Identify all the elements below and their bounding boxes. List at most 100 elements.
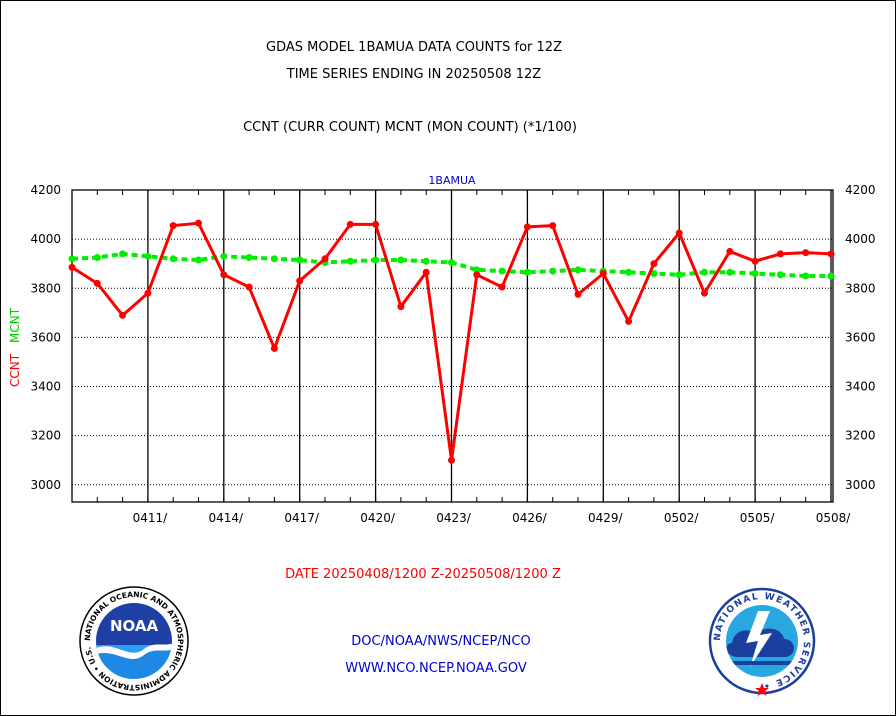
mcnt-point xyxy=(296,256,304,264)
ccnt-point xyxy=(397,303,405,311)
ccnt-point xyxy=(599,270,607,278)
ccnt-point xyxy=(245,283,253,291)
ccnt-point xyxy=(726,247,734,255)
ccnt-point xyxy=(195,219,202,227)
y-tick-label-right: 4000 xyxy=(845,232,876,246)
ccnt-point xyxy=(549,222,557,230)
mcnt-point xyxy=(397,256,405,264)
mcnt-point xyxy=(498,267,506,275)
mcnt-point xyxy=(346,257,354,265)
mcnt-point xyxy=(549,267,557,275)
x-tick-label: 0423/ xyxy=(436,511,472,525)
ccnt-point xyxy=(473,271,481,279)
ccnt-point xyxy=(422,268,430,276)
ccnt-point xyxy=(650,260,658,268)
mcnt-point xyxy=(144,252,152,260)
panel-label: 1BAMUA xyxy=(428,174,476,187)
mcnt-point xyxy=(625,268,633,276)
ccnt-point xyxy=(321,255,329,263)
mcnt-point xyxy=(726,268,734,276)
y-tick-label-right: 3800 xyxy=(845,281,876,295)
y-tick-label-left: 3800 xyxy=(30,281,61,295)
mcnt-point xyxy=(195,256,202,264)
y-tick-label-left: 4000 xyxy=(30,232,61,246)
ccnt-point xyxy=(270,344,278,352)
chart-subtitle: CCNT (CURR COUNT) MCNT (MON COUNT) (*1/1… xyxy=(243,120,577,135)
mcnt-point xyxy=(701,268,708,276)
nws-logo: NATIONAL WEATHER SERVICE • xyxy=(708,587,816,696)
ccnt-point xyxy=(701,289,708,297)
ccnt-point xyxy=(93,279,101,287)
y-tick-label-right: 3400 xyxy=(845,380,876,394)
mcnt-point xyxy=(169,255,177,263)
mcnt-point xyxy=(523,268,531,276)
y-tick-label-left: 3200 xyxy=(30,429,61,443)
ccnt-point xyxy=(220,271,228,279)
y-tick-label-right: 4200 xyxy=(845,183,876,197)
mcnt-point xyxy=(93,254,101,262)
ccnt-point xyxy=(119,311,127,319)
org-line[interactable]: DOC/NOAA/NWS/NCEP/NCO xyxy=(351,634,530,649)
mcnt-point xyxy=(802,272,810,280)
x-tick-label: 0426/ xyxy=(512,511,548,525)
y-tick-label-left: 4200 xyxy=(30,183,61,197)
mcnt-point xyxy=(776,271,784,279)
plot-axes: 3000 3000 3200 3200 3400 3400 3600 3600 3800 3800… xyxy=(30,183,875,525)
y-tick-label-right: 3600 xyxy=(845,330,876,344)
mcnt-point xyxy=(68,255,76,263)
mcnt-point xyxy=(119,250,127,258)
mcnt-point xyxy=(220,252,228,260)
plot-grid xyxy=(72,190,833,502)
ccnt-point xyxy=(751,257,759,265)
mcnt-point xyxy=(245,254,253,262)
mcnt-point xyxy=(473,266,481,274)
plot-frame xyxy=(71,189,834,503)
ylabel-ccnt: CCNT xyxy=(8,353,22,387)
chart-title-line1: GDAS MODEL 1BAMUA DATA COUNTS for 12Z xyxy=(266,40,562,55)
x-tick-label: 0420/ xyxy=(360,511,396,525)
chart-title-line2: TIME SERIES ENDING IN 20250508 12Z xyxy=(286,67,542,82)
ccnt-point xyxy=(625,317,633,325)
ccnt-point xyxy=(346,220,354,228)
x-tick-label: 0414/ xyxy=(209,511,245,525)
ccnt-point xyxy=(448,456,455,464)
ccnt-point xyxy=(372,220,380,228)
mcnt-point xyxy=(372,256,380,264)
x-tick-label: 0417/ xyxy=(284,511,320,525)
ccnt-point xyxy=(802,249,810,257)
ccnt-point xyxy=(296,277,304,285)
y-tick-label-left: 3000 xyxy=(30,478,61,492)
ccnt-point xyxy=(574,290,582,298)
mcnt-point xyxy=(650,270,658,278)
ccnt-point xyxy=(827,250,835,258)
ccnt-point xyxy=(675,229,683,237)
ccnt-point xyxy=(498,283,506,291)
url-line[interactable]: WWW.NCO.NCEP.NOAA.GOV xyxy=(345,661,527,676)
mcnt-point xyxy=(448,258,455,266)
ccnt-point xyxy=(776,250,784,258)
y-tick-label-right: 3200 xyxy=(845,429,876,443)
ccnt-point xyxy=(68,263,76,271)
x-tick-label: 0505/ xyxy=(740,511,776,525)
noaa-logo-text: NOAA xyxy=(110,617,159,635)
x-tick-label: 0502/ xyxy=(664,511,700,525)
mcnt-point xyxy=(827,272,835,280)
ylabel-mcnt: MCNT xyxy=(8,307,22,343)
x-tick-label: 0429/ xyxy=(588,511,624,525)
x-tick-label: 0508/ xyxy=(816,511,852,525)
y-tick-label-left: 3600 xyxy=(30,330,61,344)
x-tick-label: 0411/ xyxy=(133,511,169,525)
mcnt-point xyxy=(751,270,759,278)
mcnt-point xyxy=(574,266,582,274)
ccnt-point xyxy=(144,289,152,297)
mcnt-point xyxy=(422,257,430,265)
series-ccnt xyxy=(68,219,835,464)
mcnt-point xyxy=(270,255,278,263)
noaa-logo: NATIONAL OCEANIC AND ATMOSPHERIC ADMINIS… xyxy=(79,586,189,696)
y-tick-label-right: 3000 xyxy=(845,478,876,492)
y-tick-label-left: 3400 xyxy=(30,380,61,394)
mcnt-point xyxy=(675,271,683,279)
ccnt-point xyxy=(523,223,531,231)
ccnt-point xyxy=(169,222,177,230)
